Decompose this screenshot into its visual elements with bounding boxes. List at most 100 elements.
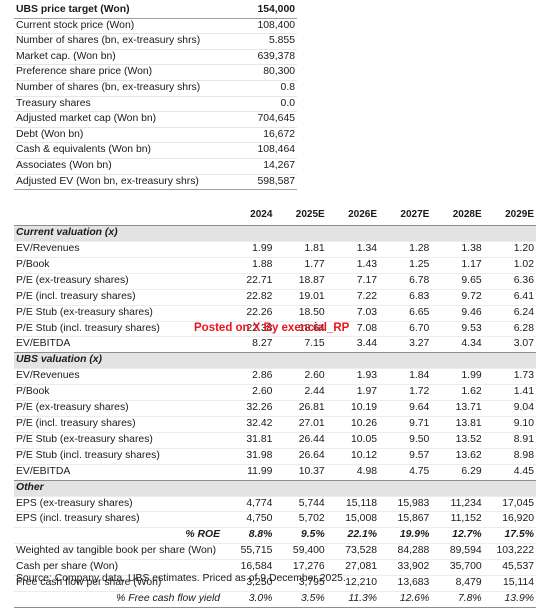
section-title: Other — [14, 479, 536, 497]
row-label: EPS (incl. treasury shares) — [14, 511, 223, 528]
row-label: EV/Revenues — [14, 241, 223, 258]
row-value: 7.03 — [326, 304, 380, 322]
row-value: 59,400 — [274, 543, 327, 560]
row-value: 6.70 — [379, 320, 432, 337]
summary-row-label: Adjusted EV (Won bn, ex-treasury shrs) — [14, 173, 246, 191]
row-value: 18.64 — [274, 320, 327, 337]
summary-row-value: 14,267 — [245, 157, 297, 175]
row-label: P/E Stub (incl. treasury shares) — [14, 320, 223, 337]
table-row: EPS (incl. treasury shares) 4,750 5,702 15,… — [14, 511, 536, 528]
summary-row-label: Treasury shares — [14, 95, 246, 112]
row-value: 26.44 — [274, 431, 327, 449]
row-value: 16,920 — [483, 511, 536, 528]
row-value: 18.87 — [274, 272, 327, 290]
table-row: % ROE 8.8% 9.5% 22.1% 19.9% 12.7% 17.5% — [14, 527, 536, 544]
summary-row-value: 598,587 — [245, 173, 297, 191]
row-value: 22.1% — [326, 527, 380, 544]
row-value: 8.27 — [222, 336, 275, 353]
row-value: 2.60 — [274, 368, 327, 385]
row-value: 15,118 — [326, 495, 380, 512]
row-value: 7.15 — [274, 336, 327, 353]
summary-row: Market cap. (Won bn) 639,378 — [14, 48, 297, 65]
row-value: 8,479 — [431, 575, 484, 592]
row-value: 22.26 — [222, 304, 275, 322]
section-title: Current valuation (x) — [14, 225, 536, 242]
summary-row: Preference share price (Won) 80,300 — [14, 64, 297, 81]
summary-header-value: 154,000 — [245, 3, 297, 19]
summary-row-value: 108,464 — [245, 142, 297, 159]
row-value: 15,867 — [379, 511, 432, 528]
row-value: 1.93 — [326, 368, 380, 385]
row-value: 9.71 — [379, 416, 432, 433]
row-value: 1.25 — [379, 256, 432, 274]
row-value: 1.20 — [483, 241, 536, 258]
summary-row-value: 108,400 — [245, 17, 297, 34]
row-value: 1.72 — [379, 384, 432, 401]
row-value: 19.9% — [379, 527, 432, 544]
row-value: 7.08 — [326, 320, 380, 337]
row-value: 3,795 — [274, 575, 327, 592]
year-header-row: 2024 2025E 2026E 2027E 2028E 2029E — [14, 206, 536, 227]
row-value: 10.19 — [326, 400, 380, 417]
row-value: 10.37 — [274, 463, 327, 481]
year-header: 2028E — [431, 206, 484, 227]
row-value: 26.81 — [274, 400, 327, 417]
row-label: Weighted av tangible book per share (Won… — [14, 543, 223, 560]
summary-row: Associates (Won bn) 14,267 — [14, 157, 297, 175]
year-header: 2025E — [274, 206, 327, 227]
row-value: 1.28 — [379, 241, 432, 258]
row-label: P/E Stub (incl. treasury shares) — [14, 447, 223, 465]
report-table-container: UBS price target (Won) 154,000 Current s… — [14, 0, 536, 608]
row-value: 13.52 — [431, 431, 484, 449]
year-header-blank — [14, 206, 223, 227]
row-value: 17,276 — [274, 559, 327, 576]
row-value: 9.04 — [483, 400, 536, 417]
table-row: P/E (ex-treasury shares) 22.71 18.87 7.17 6.… — [14, 272, 536, 290]
row-value: 6.65 — [379, 304, 432, 322]
row-value: 1.88 — [222, 256, 275, 274]
summary-header-row: UBS price target (Won) 154,000 — [14, 3, 297, 19]
row-value: 6.83 — [379, 288, 432, 306]
table-row: P/E (incl. treasury shares) 32.42 27.01 10.… — [14, 416, 536, 433]
row-value: 15,008 — [326, 511, 380, 528]
row-value: 13,683 — [379, 575, 432, 592]
row-value: 4.75 — [379, 463, 432, 481]
row-value: 6.41 — [483, 288, 536, 306]
row-value: 6.28 — [483, 320, 536, 337]
row-value: 45,537 — [483, 559, 536, 576]
summary-row: Adjusted market cap (Won bn) 704,645 — [14, 111, 297, 128]
table-row: EV/EBITDA 8.27 7.15 3.44 3.27 4.34 3.07 — [14, 336, 536, 353]
summary-row: Number of shares (bn, ex-treasury shrs) 0… — [14, 79, 297, 97]
row-value: 8.98 — [483, 447, 536, 465]
summary-row-label: Debt (Won bn) — [14, 126, 246, 143]
row-value: 4,774 — [222, 495, 275, 512]
table-row: EV/Revenues 1.99 1.81 1.34 1.28 1.38 1.20 — [14, 241, 536, 258]
table-row: P/Book 1.88 1.77 1.43 1.25 1.17 1.02 — [14, 256, 536, 274]
row-value: 1.73 — [483, 368, 536, 385]
row-value: 9.46 — [431, 304, 484, 322]
row-value: 3.44 — [326, 336, 380, 353]
row-value: 6.24 — [483, 304, 536, 322]
row-value: 1.97 — [326, 384, 380, 401]
row-value: 18.50 — [274, 304, 327, 322]
row-value: 7.22 — [326, 288, 380, 306]
table-row: P/E Stub (ex-treasury shares) 31.81 26.44 1… — [14, 431, 536, 449]
ubs-valuation-section-header: UBS valuation (x) — [14, 352, 536, 369]
row-value: 1.99 — [222, 241, 275, 258]
watermark-text: Posted on X By exencial_RP — [194, 322, 350, 334]
row-value: 3.27 — [379, 336, 432, 353]
year-header: 2027E — [379, 206, 432, 227]
row-label: % ROE — [14, 527, 223, 544]
summary-row-label: Associates (Won bn) — [14, 157, 246, 175]
row-value: 5,702 — [274, 511, 327, 528]
row-value: 13.71 — [431, 400, 484, 417]
row-label: P/Book — [14, 256, 223, 274]
summary-row: Treasury shares 0.0 — [14, 95, 297, 112]
summary-row: Debt (Won bn) 16,672 — [14, 126, 297, 143]
year-header: 2026E — [326, 206, 380, 227]
row-value: 10.12 — [326, 447, 380, 465]
summary-row-value: 5.855 — [245, 33, 297, 50]
row-value: 19.01 — [274, 288, 327, 306]
row-value: 11.99 — [222, 463, 275, 481]
year-header: 2029E — [483, 206, 536, 227]
